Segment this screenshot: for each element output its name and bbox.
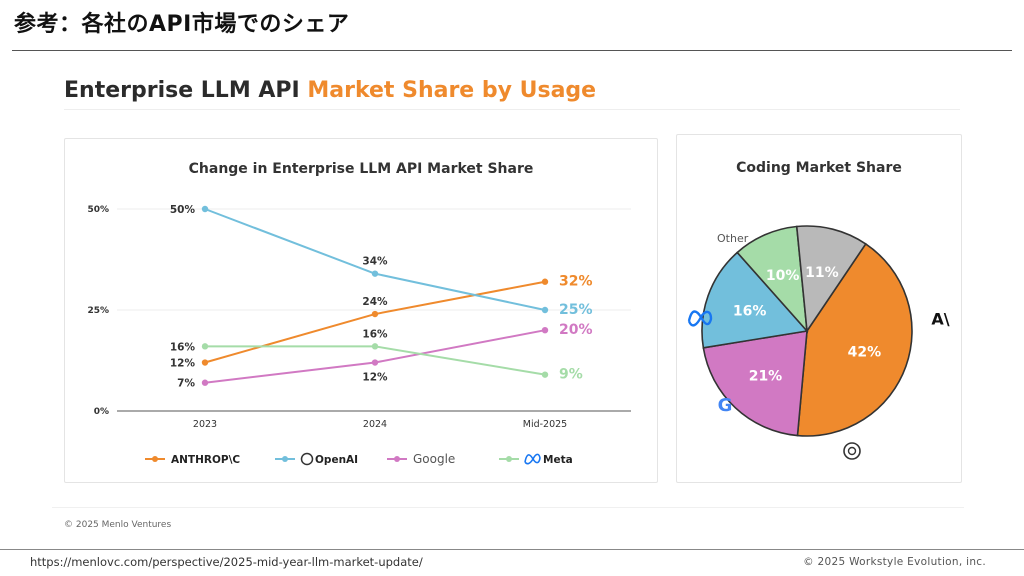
line-chart-title: Change in Enterprise LLM API Market Shar… xyxy=(189,161,534,177)
data-point-openai xyxy=(541,306,549,314)
data-point-meta xyxy=(541,371,549,378)
openai-logo-core xyxy=(847,446,857,456)
data-point-google xyxy=(371,359,379,366)
line-chart: Change in Enterprise LLM API Market Shar… xyxy=(87,161,631,466)
legend-marker-google xyxy=(394,456,400,462)
figure-heading: Enterprise LLM API Market Share by Usage xyxy=(64,78,596,103)
footer-copyright: © 2025 Workstyle Evolution, inc. xyxy=(803,556,986,568)
footer-divider xyxy=(0,549,1024,550)
data-label-google: 7% xyxy=(177,378,195,390)
pie-label-other: 11% xyxy=(805,265,839,281)
data-label-google: 20% xyxy=(559,322,593,338)
pie-label-meta: 10% xyxy=(766,268,800,284)
data-label-google: 12% xyxy=(362,372,388,384)
pie-chart-card: Coding Market Share 42% A\ 21% 16% G 10% 11% Oth… xyxy=(676,134,962,483)
pie-slice-openai xyxy=(702,330,808,437)
openai-logo-icon xyxy=(843,442,861,460)
source-link[interactable]: https://menlovc.com/perspective/2025-mid… xyxy=(30,555,423,569)
pie-slice-anthropic xyxy=(796,242,913,437)
y-tick-label: 50% xyxy=(87,205,109,215)
data-label-openai: 25% xyxy=(559,302,593,318)
figure-footer-divider xyxy=(52,507,964,508)
pie-label-anthropic: 42% xyxy=(848,344,882,360)
legend-label-openai: OpenAI xyxy=(315,454,358,466)
figure-heading-accent: Market Share by Usage xyxy=(307,78,597,103)
y-tick-label: 0% xyxy=(94,407,109,417)
google-logo-icon: G xyxy=(718,395,733,416)
legend-marker-meta xyxy=(506,456,512,462)
data-label-openai: 34% xyxy=(362,256,388,268)
line-chart-card: Change in Enterprise LLM API Market Shar… xyxy=(64,138,658,483)
data-point-anthropic xyxy=(201,359,209,366)
figure-heading-main: Enterprise LLM API xyxy=(64,78,308,103)
x-tick-label: 2024 xyxy=(363,419,387,430)
openai-logo-ring xyxy=(843,442,861,460)
pie-label-google: 16% xyxy=(733,304,767,320)
data-label-anthropic: 24% xyxy=(362,296,388,308)
data-label-meta: 16% xyxy=(170,341,196,353)
data-label-anthropic: 12% xyxy=(170,358,196,370)
data-point-google xyxy=(201,379,209,386)
data-point-anthropic xyxy=(371,310,379,318)
legend-label-google: Google xyxy=(413,452,455,466)
legend-marker-anthropic xyxy=(152,456,158,462)
slide-title: 参考：各社のAPI市場でのシェア xyxy=(14,12,350,37)
x-tick-label: Mid-2025 xyxy=(523,419,567,430)
data-point-meta xyxy=(201,343,209,350)
legend-label-meta: Meta xyxy=(543,454,573,466)
data-point-meta xyxy=(371,343,379,350)
data-point-openai xyxy=(371,270,379,277)
pie-chart-title: Coding Market Share xyxy=(736,160,902,176)
legend-marker-openai xyxy=(282,456,288,462)
heading-divider xyxy=(64,109,960,110)
legend-label-anthropic: ANTHROP\C xyxy=(171,454,240,466)
pie-slice-other xyxy=(795,225,867,334)
data-label-anthropic: 32% xyxy=(559,274,593,290)
pie-slice-google xyxy=(701,251,809,349)
data-label-meta: 16% xyxy=(362,328,388,340)
x-tick-label: 2023 xyxy=(193,419,217,430)
data-label-openai: 50% xyxy=(170,204,196,216)
series-line-anthropic xyxy=(204,280,546,364)
pie-other-label: Other xyxy=(717,232,749,245)
anthropic-logo-icon: A\ xyxy=(931,309,949,328)
pie-chart: Coding Market Share 42% A\ 21% 16% G 10% 11% Oth… xyxy=(687,160,950,460)
y-tick-label: 25% xyxy=(87,306,109,316)
openai-logo-icon xyxy=(300,452,314,466)
title-divider xyxy=(12,50,1012,51)
pie-label-openai: 21% xyxy=(749,369,783,385)
data-point-openai xyxy=(201,205,209,213)
data-label-meta: 9% xyxy=(559,367,583,383)
meta-logo-icon xyxy=(524,453,541,465)
meta-logo-icon xyxy=(687,310,713,327)
data-point-google xyxy=(541,327,549,334)
figure-copyright: © 2025 Menlo Ventures xyxy=(64,520,172,530)
data-point-anthropic xyxy=(541,278,549,285)
